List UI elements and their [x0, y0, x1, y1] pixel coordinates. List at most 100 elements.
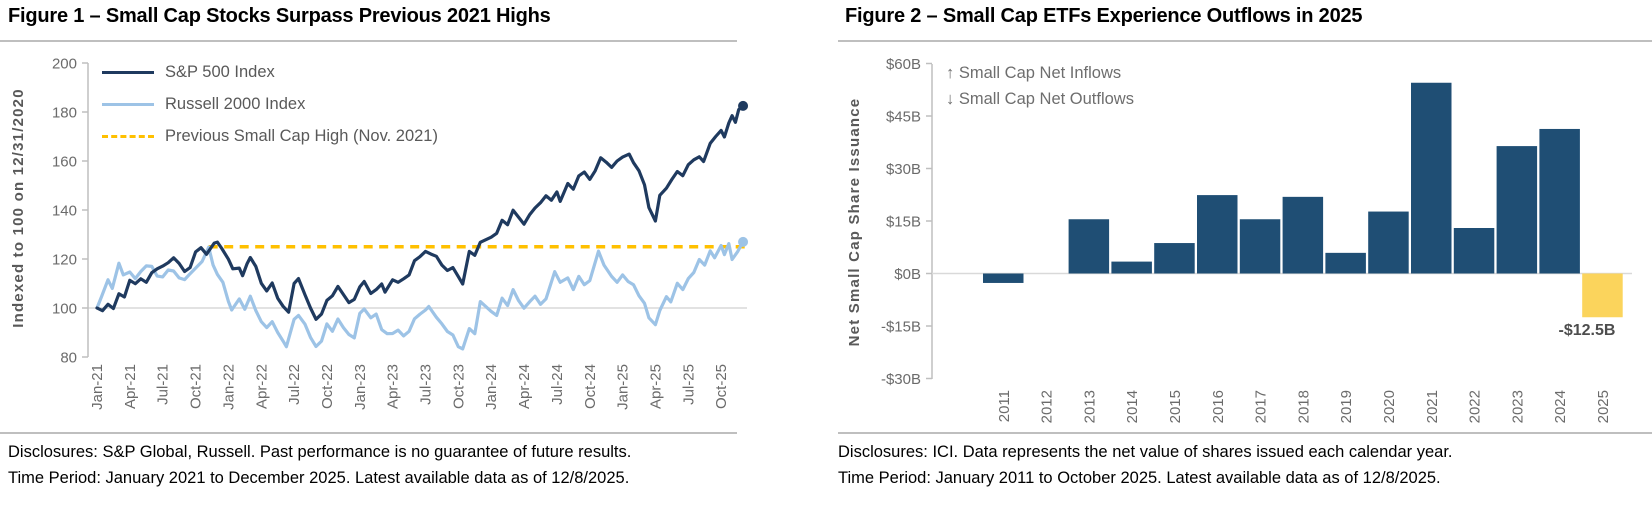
svg-text:Oct-25: Oct-25	[713, 364, 730, 409]
figure1-legend: S&P 500 Index Russell 2000 Index Previou…	[102, 56, 438, 152]
svg-text:2022: 2022	[1467, 390, 1484, 423]
svg-text:Apr-21: Apr-21	[122, 364, 139, 409]
svg-text:2023: 2023	[1509, 390, 1526, 423]
figure1-time-period: Time Period: January 2021 to December 20…	[8, 469, 630, 487]
svg-text:2024: 2024	[1552, 390, 1569, 423]
svg-text:160: 160	[52, 154, 77, 171]
figure1-panel: Figure 1 – Small Cap Stocks Surpass Prev…	[0, 5, 749, 491]
legend-label-russell2000: Russell 2000 Index	[165, 94, 306, 113]
bar-2018	[1282, 196, 1324, 274]
svg-text:Jul-25: Jul-25	[680, 364, 697, 405]
bar-2013	[1068, 219, 1110, 274]
svg-text:2016: 2016	[1210, 390, 1227, 423]
svg-text:Jan-22: Jan-22	[220, 364, 237, 410]
legend-label-previous-high: Previous Small Cap High (Nov. 2021)	[165, 126, 438, 145]
svg-text:2014: 2014	[1124, 390, 1141, 423]
svg-text:2025: 2025	[1595, 390, 1612, 423]
svg-text:120: 120	[52, 252, 77, 269]
svg-text:Jan-24: Jan-24	[483, 364, 500, 410]
svg-text:2018: 2018	[1295, 390, 1312, 423]
figure2-time-period: Time Period: January 2011 to October 202…	[838, 469, 1441, 487]
svg-text:$15B: $15B	[886, 214, 921, 231]
svg-text:$45B: $45B	[886, 109, 921, 126]
bar-2025	[1582, 273, 1623, 318]
svg-text:Jul-24: Jul-24	[549, 364, 566, 405]
outflow-value-label: -$12.5B	[1558, 322, 1616, 339]
svg-text:Oct-24: Oct-24	[582, 364, 599, 409]
svg-text:$0B: $0B	[894, 266, 921, 283]
bar-2024	[1539, 128, 1580, 274]
issuance-bars	[983, 82, 1623, 318]
legend-item-sp500: S&P 500 Index	[102, 56, 438, 88]
figure2-flow-annotation: ↑ Small Cap Net Inflows ↓ Small Cap Net …	[946, 60, 1134, 112]
svg-text:140: 140	[52, 203, 77, 220]
bar-2019	[1325, 252, 1366, 274]
svg-text:Jan-25: Jan-25	[615, 364, 632, 410]
figure1-disclosures: Disclosures: S&P Global, Russell. Past p…	[8, 443, 632, 461]
figure1-y-axis-label: Indexed to 100 on 12/31/2020	[10, 88, 27, 328]
svg-text:Oct-23: Oct-23	[450, 364, 467, 409]
figure1-footer-divider	[0, 432, 737, 434]
legend-item-previous-high: Previous Small Cap High (Nov. 2021)	[102, 120, 438, 152]
svg-text:100: 100	[52, 301, 77, 318]
bar-2016	[1197, 195, 1238, 274]
svg-text:80: 80	[60, 350, 77, 367]
bar-2021	[1411, 82, 1452, 274]
bar-2023	[1496, 146, 1538, 274]
svg-text:Apr-25: Apr-25	[647, 364, 664, 409]
bar-2014	[1111, 261, 1152, 274]
figure2-disclosures: Disclosures: ICI. Data represents the ne…	[838, 443, 1453, 461]
svg-text:200: 200	[52, 56, 77, 73]
svg-text:2011: 2011	[996, 390, 1013, 422]
figure1-footer: Disclosures: S&P Global, Russell. Past p…	[8, 439, 631, 491]
svg-text:2020: 2020	[1381, 390, 1398, 423]
figure2-panel: Figure 2 – Small Cap ETFs Experience Out…	[826, 0, 1652, 522]
x-axis-labels: 2011 2012 2013 2014 2015 2016 2017 2018 2019 2020…	[996, 390, 1612, 423]
svg-text:2012: 2012	[1039, 390, 1056, 423]
s-p-500-index-end-dot	[738, 100, 749, 111]
svg-text:Jul-21: Jul-21	[155, 364, 172, 405]
bar-2017	[1239, 219, 1281, 274]
svg-text:180: 180	[52, 105, 77, 122]
figure2-footer-divider	[838, 432, 1652, 434]
svg-text:Jan-23: Jan-23	[352, 364, 369, 410]
figure2-title-divider	[838, 40, 1652, 42]
svg-text:Jul-23: Jul-23	[418, 364, 435, 405]
svg-text:2017: 2017	[1253, 390, 1270, 423]
svg-text:2013: 2013	[1081, 390, 1098, 423]
bar-2020	[1368, 211, 1409, 274]
bar-2022	[1453, 228, 1495, 274]
y-axis: 200 180 160 140 120 100 80	[52, 56, 89, 367]
svg-text:Oct-22: Oct-22	[319, 364, 336, 409]
svg-text:$30B: $30B	[886, 161, 921, 178]
x-axis-labels: Jan-21 Apr-21 Jul-21 Oct-21 Jan-22 Apr-22 Jul-…	[89, 364, 730, 410]
svg-text:$60B: $60B	[886, 56, 921, 73]
legend-item-russell2000: Russell 2000 Index	[102, 88, 438, 120]
outflows-annotation: ↓ Small Cap Net Outflows	[946, 90, 1134, 108]
figure2-y-axis-label: Net Small Cap Share Issuance	[846, 97, 863, 347]
svg-text:Apr-22: Apr-22	[253, 364, 270, 409]
s-p-500-index-line	[95, 104, 745, 321]
sp500-line-swatch-icon	[102, 70, 154, 74]
figure2-title: Figure 2 – Small Cap ETFs Experience Out…	[845, 5, 1363, 27]
line-chart: 200 180 160 140 120 100 80 Jan-21 Apr-21 Jul-21 Oc…	[52, 56, 749, 410]
figure1-title: Figure 1 – Small Cap Stocks Surpass Prev…	[8, 5, 551, 27]
svg-text:2015: 2015	[1167, 390, 1184, 423]
bar-2011	[983, 273, 1024, 283]
svg-text:Jan-21: Jan-21	[89, 364, 106, 410]
bar-2015	[1154, 243, 1195, 274]
previous-high-dashed-swatch-icon	[102, 134, 154, 138]
legend-label-sp500: S&P 500 Index	[165, 62, 275, 81]
russell-2000-index-line	[95, 240, 745, 351]
russell-2000-index-end-dot	[738, 236, 749, 247]
svg-text:-$30B: -$30B	[881, 371, 921, 388]
svg-text:Apr-23: Apr-23	[385, 364, 402, 409]
svg-text:Oct-21: Oct-21	[188, 364, 205, 409]
figure1-title-divider	[0, 40, 737, 42]
figure2-footer: Disclosures: ICI. Data represents the ne…	[838, 439, 1453, 491]
svg-text:Apr-24: Apr-24	[516, 364, 533, 409]
y-axis: $60B $45B $30B $15B $0B -$15B -$30B	[881, 56, 933, 388]
russell2000-line-swatch-icon	[102, 102, 154, 106]
